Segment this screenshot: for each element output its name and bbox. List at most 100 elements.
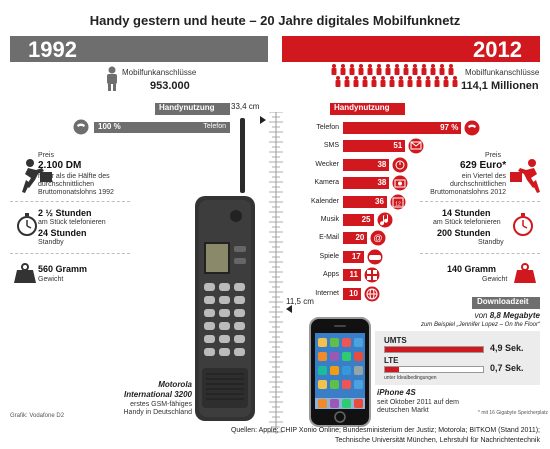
battery-talk-note-right: am Stück telefonieren (433, 219, 501, 226)
usage-header-right-text: Handynutzung (334, 103, 390, 112)
usage-bar-6: 20 (343, 232, 368, 245)
stopwatch-icon-left (17, 213, 37, 236)
person-pushing-icon-left (22, 159, 52, 193)
battery-standby-left: 24 Stunden (38, 228, 87, 238)
download-header-text: Downloadzeit (477, 297, 529, 306)
usage-value-1: 51 (393, 141, 403, 151)
weight-value-left: 560 Gramm (38, 264, 88, 274)
usage-value-3: 38 (377, 178, 387, 188)
price-value-left: 2.100 DM (38, 160, 82, 171)
download-bar-1 (385, 367, 399, 372)
footnote: * mit 16 Gigabyte Speicherplatz (478, 410, 549, 416)
sources-line-2: Technische Universität München, Lehrstuh… (334, 437, 540, 444)
usage-left-value: 100 % (98, 122, 121, 131)
battery-talk-right: 14 Stunden (442, 208, 491, 218)
new-phone-name: iPhone 4S (377, 388, 416, 397)
usage-header-right: Handynutzung (330, 103, 405, 115)
usage-left-label: Telefon (203, 123, 226, 130)
gamepad-icon (367, 249, 383, 265)
usage-label-4: Kalender (310, 197, 339, 205)
usage-bar-5: 25 (343, 214, 374, 226)
divider-right-2 (420, 253, 540, 254)
subscriptions-label-left: Mobilfunkanschlüsse (122, 68, 197, 77)
height-label-new: 11,5 cm (286, 297, 314, 306)
usage-bar-9: 10 (343, 287, 361, 300)
battery-talk-left: 2 ½ Stunden (38, 208, 92, 218)
download-label-0: UMTS (384, 336, 407, 345)
usage-bar-7: 17 (343, 250, 364, 263)
weight-icon-right (514, 263, 536, 283)
sources-line-1: Quellen: Apple; CHIP Xonio Online; Bunde… (230, 427, 540, 434)
usage-value-9: 10 (349, 288, 358, 298)
usage-value-5: 25 (361, 215, 371, 224)
download-note: unter Idealbedingungen (384, 375, 437, 381)
usage-label-5: Musik (320, 216, 339, 223)
weight-label-left: Gewicht (38, 276, 64, 283)
download-size: 8,8 Megabyte (489, 311, 540, 320)
download-value-0: 4,9 Sek. (490, 343, 524, 353)
usage-label-1: SMS (323, 142, 339, 150)
usage-bar-2: 38 (343, 158, 390, 171)
usage-label-8: Apps (323, 271, 339, 279)
calendar-icon: 12 (390, 194, 406, 210)
alarm-clock-icon (392, 157, 408, 173)
usage-label-2: Wecker (315, 160, 339, 168)
phone-icon (464, 120, 480, 136)
new-phone-desc: seit Oktober 2011 auf dem deutschen Mark… (377, 399, 459, 414)
battery-standby-right: 200 Stunden (437, 228, 491, 238)
usage-bar-0: 97 % (343, 122, 462, 134)
usage-bar-4: 36 (343, 195, 387, 208)
usage-label-6: E-Mail (319, 234, 339, 242)
usage-label-9: Internet (315, 289, 339, 297)
iphone-image (309, 317, 371, 427)
download-example: zum Beispiel „Jennifer Lopez – On the Fl… (420, 322, 540, 328)
download-value-1: 0,7 Sek. (490, 363, 524, 373)
download-box (375, 331, 540, 385)
year-left: 1992 (28, 37, 77, 62)
usage-value-2: 38 (377, 159, 387, 169)
usage-label-3: Kamera (314, 179, 339, 187)
download-bar-0 (385, 347, 483, 352)
at-sign-icon: @ (370, 230, 386, 246)
download-size-line: von 8,8 Megabyte (475, 311, 540, 320)
download-track-0 (384, 346, 484, 353)
music-note-icon (377, 212, 392, 228)
divider-left-2 (10, 253, 130, 254)
camera-icon (392, 175, 408, 191)
divider-left-1 (10, 201, 130, 202)
old-phone-name: Motorola (158, 380, 192, 389)
year-banner-right: 2012 (282, 36, 540, 62)
crowd-icon-right (331, 64, 458, 87)
year-right: 2012 (473, 37, 522, 62)
subscriptions-label-right: Mobilfunkanschlüsse (465, 68, 540, 77)
old-phone-desc: erstes GSM-fähiges Handy in Deutschland (123, 401, 193, 416)
year-banner-left: 1992 (10, 36, 268, 62)
download-header: Downloadzeit (472, 297, 540, 309)
battery-talk-note-left: am Stück telefonieren (38, 219, 106, 226)
price-label-right: Preis (485, 152, 501, 159)
usage-bar-3: 38 (343, 177, 390, 190)
svg-text:@: @ (374, 233, 383, 243)
usage-label-7: Spiele (319, 252, 339, 260)
ruler (260, 112, 292, 434)
price-value-right: 629 Euro* (460, 160, 507, 171)
download-track-1 (384, 366, 484, 373)
usage-header-left-text: Handynutzung (159, 103, 215, 112)
people-icon-left (107, 66, 117, 91)
weight-label-right: Gewicht (482, 276, 508, 283)
envelope-icon (408, 138, 424, 154)
usage-value-7: 17 (351, 251, 361, 261)
usage-value-4: 36 (375, 196, 384, 206)
usage-value-8: 11 (349, 270, 358, 280)
download-size-prefix: von (474, 311, 488, 320)
svg-text:12: 12 (395, 201, 401, 207)
usage-bar-1: 51 (343, 140, 406, 153)
battery-standby-note-right: Standby (478, 239, 504, 246)
battery-standby-note-left: Standby (38, 239, 64, 246)
weight-value-right: 140 Gramm (447, 264, 497, 274)
subscriptions-value-left: 953.000 (150, 80, 190, 92)
usage-header-left: Handynutzung (155, 103, 230, 115)
graphic-credit: Grafik: Vodafone D2 (10, 413, 65, 419)
person-pushing-icon-right (510, 159, 540, 193)
usage-bar-8: 11 (343, 269, 361, 282)
